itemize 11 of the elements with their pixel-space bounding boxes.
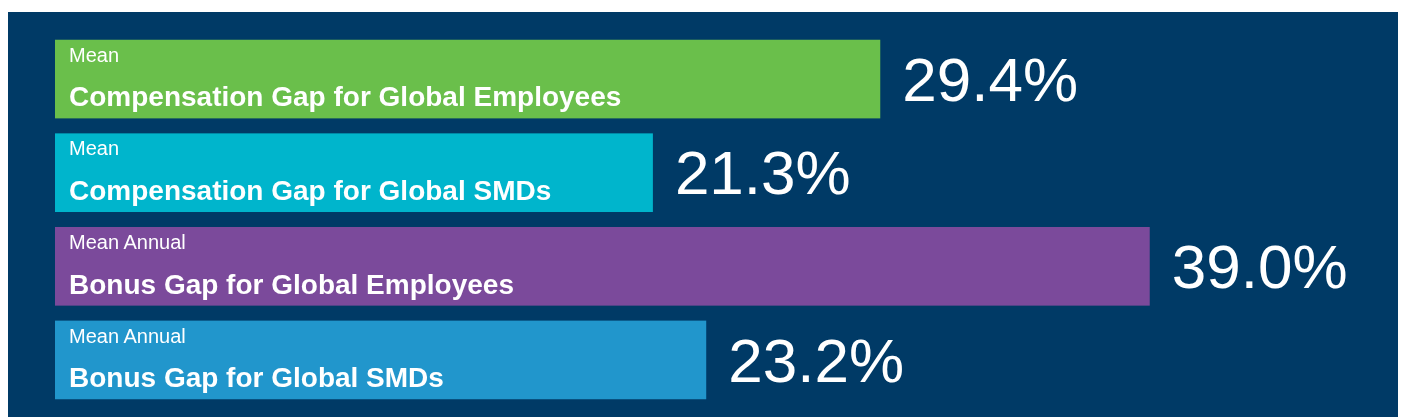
bar: [55, 226, 1150, 306]
bar: [55, 320, 707, 400]
y-tick-label: Mean Compensation Gap for Global Employees: [69, 43, 622, 113]
bar: [55, 39, 881, 119]
y-tick-label: Mean Compensation Gap for Global SMDs: [69, 137, 552, 207]
data-label: 21.3%: [674, 138, 851, 208]
data-label: 29.4%: [902, 44, 1079, 114]
data-label: 23.2%: [728, 325, 905, 395]
data-label: 39.0%: [1171, 232, 1348, 302]
y-tick-label: Mean Annual Bonus Gap for Global SMDs: [69, 324, 444, 394]
y-tick-label: Mean Annual Bonus Gap for Global Employees: [69, 230, 514, 300]
